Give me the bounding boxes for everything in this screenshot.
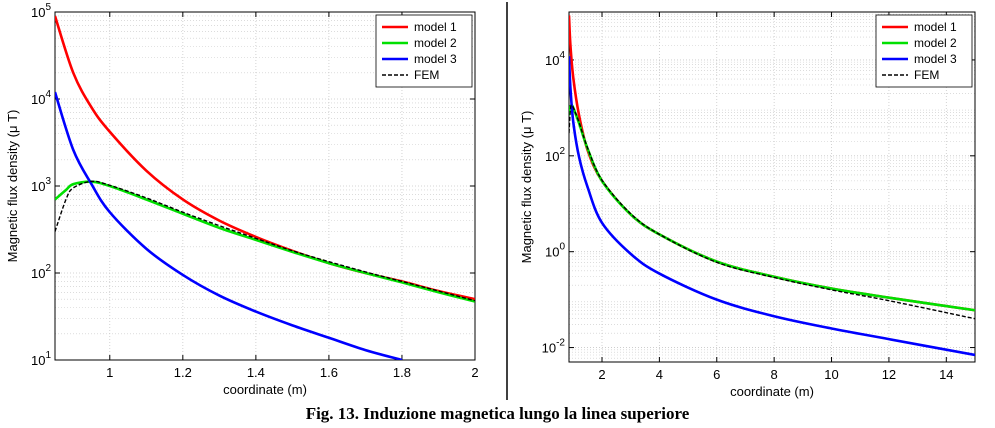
- series-line-model-3: [569, 56, 975, 357]
- y-axis-label: Magnetic flux density (μ T): [5, 110, 20, 263]
- x-tick-label: 12: [882, 367, 896, 382]
- legend-label: model 1: [414, 20, 457, 34]
- x-tick-label: 4: [656, 367, 663, 382]
- x-tick-label: 2: [598, 367, 605, 382]
- y-tick-label: 103: [31, 176, 51, 194]
- x-tick-label: 1.6: [320, 365, 338, 380]
- x-tick-label: 1.4: [247, 365, 265, 380]
- series-group: [569, 15, 975, 357]
- x-tick-label: 1: [106, 365, 113, 380]
- figure-plots: 1 1.2 1.4 1.6 1.8 2101102103104105coordinate …: [2, 2, 993, 400]
- y-tick-label: 102: [31, 263, 51, 281]
- legend-label: model 3: [914, 52, 957, 66]
- x-axis-label: coordinate (m): [223, 382, 307, 397]
- x-axis-label: coordinate (m): [730, 384, 814, 399]
- y-axis-label: Magnetic flux density (μ T): [519, 111, 534, 264]
- series-line-model-3: [55, 91, 403, 360]
- y-tick-label: 10-2: [542, 338, 566, 356]
- x-tick-label: 14: [939, 367, 953, 382]
- legend-label: FEM: [414, 68, 439, 82]
- axes-box: [568, 11, 976, 363]
- x-tick-label: 1.2: [174, 365, 192, 380]
- x-tick-label: 1.8: [393, 365, 411, 380]
- y-tick-label: 105: [31, 2, 51, 20]
- x-tick-label: 8: [771, 367, 778, 382]
- right-chart: 2 4 6 8 10 12 14 10-2 100 102 104 coordinate (m) Mag…: [519, 11, 976, 399]
- legend-label: model 2: [914, 36, 957, 50]
- y-tick-label: 104: [31, 89, 51, 107]
- left-chart: 1 1.2 1.4 1.6 1.8 2 101 102 103 104 105 coordinate …: [5, 2, 479, 397]
- legend-label: model 1: [914, 20, 957, 34]
- grid: [55, 11, 476, 361]
- legend: model 1 model 2 model 3 FEM: [875, 14, 973, 88]
- x-tick-label: 6: [713, 367, 720, 382]
- x-tick-label: 10: [824, 367, 838, 382]
- legend-label: FEM: [914, 68, 939, 82]
- grid: [569, 12, 975, 362]
- y-tick-label: 101: [31, 350, 51, 368]
- y-tick-label: 104: [545, 50, 565, 68]
- figure-caption: Fig. 13. Induzione magnetica lungo la li…: [305, 404, 690, 423]
- x-tick-label: 2: [471, 365, 478, 380]
- y-tick-label: 100: [545, 242, 565, 260]
- legend: model 1 model 2 model 3 FEM: [375, 14, 473, 88]
- series-line-model-2: [55, 180, 475, 303]
- y-tick-label: 102: [545, 146, 565, 164]
- legend-label: model 3: [414, 52, 457, 66]
- series-group: [55, 15, 475, 360]
- legend-label: model 2: [414, 36, 457, 50]
